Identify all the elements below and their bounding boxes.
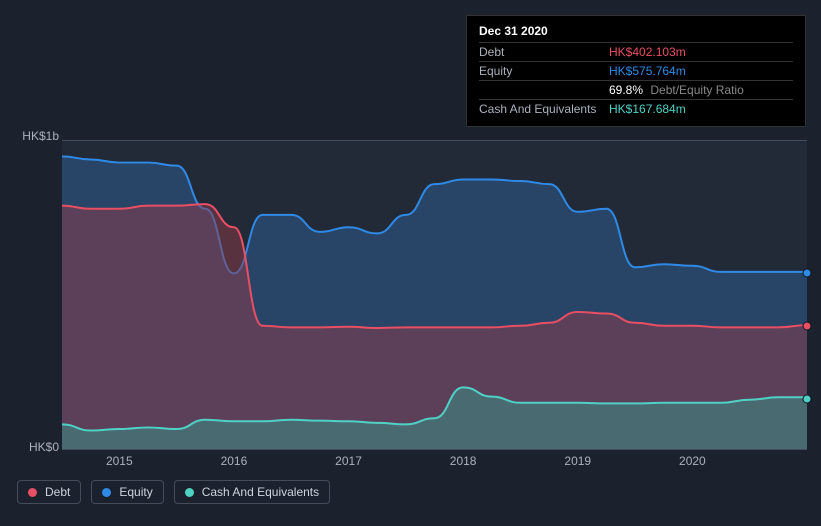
series-end-marker [803, 394, 812, 403]
tooltip-row-value: HK$402.103m [609, 45, 686, 59]
x-axis-tick: 2018 [450, 454, 477, 468]
chart-container: HK$1b HK$0 2015 2016 2017 2018 2019 2020 [17, 120, 807, 510]
tooltip-row-value: HK$167.684m [609, 102, 686, 116]
legend-label: Equity [119, 485, 152, 499]
series-end-marker [803, 268, 812, 277]
legend-swatch-icon [28, 488, 37, 497]
tooltip-row-value: HK$575.764m [609, 64, 686, 78]
tooltip-row: DebtHK$402.103m [479, 42, 793, 61]
tooltip-date: Dec 31 2020 [479, 24, 793, 38]
tooltip-row-value: 69.8% Debt/Equity Ratio [609, 83, 744, 97]
legend-item[interactable]: Cash And Equivalents [174, 480, 330, 504]
x-axis-tick: 2017 [335, 454, 362, 468]
legend-label: Cash And Equivalents [202, 485, 319, 499]
legend-swatch-icon [185, 488, 194, 497]
tooltip-rows: DebtHK$402.103mEquityHK$575.764m69.8% De… [479, 42, 793, 118]
legend-item[interactable]: Equity [91, 480, 163, 504]
x-axis-ticks: 2015 2016 2017 2018 2019 2020 [62, 454, 807, 474]
tooltip-row: Cash And EquivalentsHK$167.684m [479, 99, 793, 118]
x-axis-tick: 2016 [221, 454, 248, 468]
tooltip-row-sub: Debt/Equity Ratio [647, 83, 744, 97]
chart-legend: Debt Equity Cash And Equivalents [17, 480, 330, 504]
y-axis-label-top: HK$1b [22, 129, 59, 143]
tooltip-row-label [479, 83, 609, 97]
x-axis-tick: 2019 [564, 454, 591, 468]
legend-swatch-icon [102, 488, 111, 497]
y-axis-label-bottom: HK$0 [29, 440, 59, 454]
legend-label: Debt [45, 485, 70, 499]
tooltip-row-label: Debt [479, 45, 609, 59]
chart-plot[interactable] [62, 140, 807, 450]
data-tooltip: Dec 31 2020 DebtHK$402.103mEquityHK$575.… [466, 15, 806, 127]
series-end-marker [803, 322, 812, 331]
tooltip-row-label: Equity [479, 64, 609, 78]
x-axis-tick: 2020 [679, 454, 706, 468]
legend-item[interactable]: Debt [17, 480, 81, 504]
area-chart-svg [62, 141, 807, 449]
tooltip-row: EquityHK$575.764m [479, 61, 793, 80]
tooltip-row-label: Cash And Equivalents [479, 102, 609, 116]
tooltip-row: 69.8% Debt/Equity Ratio [479, 80, 793, 99]
x-axis-tick: 2015 [106, 454, 133, 468]
